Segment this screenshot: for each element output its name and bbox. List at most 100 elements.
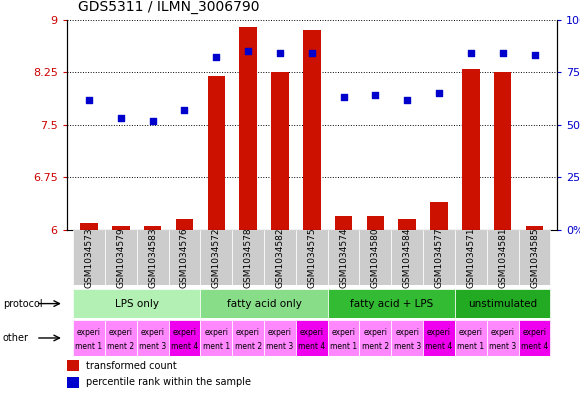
Text: GSM1034584: GSM1034584 xyxy=(403,227,412,288)
Bar xyxy=(232,320,264,356)
Point xyxy=(116,115,125,121)
Text: experi: experi xyxy=(204,328,229,337)
Text: experi: experi xyxy=(172,328,197,337)
Bar xyxy=(487,230,519,285)
Text: experi: experi xyxy=(491,328,514,337)
Point xyxy=(466,50,476,57)
Text: experi: experi xyxy=(364,328,387,337)
Point xyxy=(84,96,93,103)
Bar xyxy=(208,76,225,230)
Bar xyxy=(487,320,519,356)
Bar xyxy=(80,223,97,230)
Point xyxy=(212,54,221,61)
Bar xyxy=(360,230,392,285)
Bar xyxy=(398,219,416,230)
Bar xyxy=(73,289,200,318)
Text: experi: experi xyxy=(77,328,101,337)
Text: experi: experi xyxy=(109,328,133,337)
Bar xyxy=(392,320,423,356)
Text: fatty acid only: fatty acid only xyxy=(227,299,302,309)
Text: ment 3: ment 3 xyxy=(489,342,516,351)
Text: GSM1034577: GSM1034577 xyxy=(434,227,444,288)
Bar xyxy=(328,320,360,356)
Bar xyxy=(360,320,392,356)
Text: GSM1034582: GSM1034582 xyxy=(276,227,284,288)
Bar xyxy=(455,230,487,285)
Text: ment 2: ment 2 xyxy=(362,342,389,351)
Text: ment 1: ment 1 xyxy=(203,342,230,351)
Bar xyxy=(271,72,289,230)
Bar xyxy=(176,219,193,230)
Text: ment 2: ment 2 xyxy=(107,342,135,351)
Bar xyxy=(67,360,79,371)
Bar xyxy=(328,230,360,285)
Text: experi: experi xyxy=(236,328,260,337)
Bar xyxy=(105,320,137,356)
Bar xyxy=(392,230,423,285)
Bar xyxy=(455,289,550,318)
Bar xyxy=(335,216,352,230)
Text: ment 1: ment 1 xyxy=(330,342,357,351)
Bar xyxy=(296,230,328,285)
Text: GSM1034581: GSM1034581 xyxy=(498,227,507,288)
Text: GSM1034583: GSM1034583 xyxy=(148,227,157,288)
Bar xyxy=(328,289,455,318)
Bar xyxy=(264,320,296,356)
Text: unstimulated: unstimulated xyxy=(468,299,537,309)
Text: GSM1034575: GSM1034575 xyxy=(307,227,316,288)
Bar xyxy=(494,72,512,230)
Text: experi: experi xyxy=(395,328,419,337)
Text: GSM1034580: GSM1034580 xyxy=(371,227,380,288)
Text: LPS only: LPS only xyxy=(115,299,159,309)
Bar xyxy=(423,230,455,285)
Bar xyxy=(519,320,550,356)
Text: GSM1034573: GSM1034573 xyxy=(85,227,93,288)
Bar xyxy=(73,230,105,285)
Bar xyxy=(519,230,550,285)
Bar xyxy=(144,226,161,230)
Text: GSM1034585: GSM1034585 xyxy=(530,227,539,288)
Bar xyxy=(526,226,543,230)
Bar xyxy=(105,230,137,285)
Bar xyxy=(73,320,105,356)
Text: ment 3: ment 3 xyxy=(139,342,166,351)
Text: experi: experi xyxy=(300,328,324,337)
Bar xyxy=(303,30,321,230)
Text: protocol: protocol xyxy=(3,299,42,309)
Point xyxy=(371,92,380,99)
Point xyxy=(276,50,285,57)
Text: experi: experi xyxy=(332,328,356,337)
Bar xyxy=(67,377,79,387)
Bar xyxy=(423,320,455,356)
Bar xyxy=(367,216,384,230)
Text: GSM1034572: GSM1034572 xyxy=(212,227,221,288)
Point xyxy=(148,118,157,124)
Bar xyxy=(264,230,296,285)
Text: ment 4: ment 4 xyxy=(425,342,452,351)
Point xyxy=(339,94,348,101)
Text: percentile rank within the sample: percentile rank within the sample xyxy=(86,377,251,387)
Text: ment 2: ment 2 xyxy=(234,342,262,351)
Bar xyxy=(200,320,232,356)
Text: experi: experi xyxy=(268,328,292,337)
Text: transformed count: transformed count xyxy=(86,361,177,371)
Text: experi: experi xyxy=(427,328,451,337)
Bar xyxy=(296,320,328,356)
Point xyxy=(530,52,539,59)
Bar xyxy=(430,202,448,230)
Point xyxy=(244,48,253,54)
Text: ment 3: ment 3 xyxy=(266,342,293,351)
Bar xyxy=(455,320,487,356)
Text: ment 4: ment 4 xyxy=(298,342,325,351)
Text: experi: experi xyxy=(459,328,483,337)
Text: other: other xyxy=(3,333,29,343)
Text: GSM1034576: GSM1034576 xyxy=(180,227,189,288)
Point xyxy=(307,50,317,57)
Text: GSM1034578: GSM1034578 xyxy=(244,227,253,288)
Text: GSM1034574: GSM1034574 xyxy=(339,227,348,288)
Text: GSM1034579: GSM1034579 xyxy=(117,227,125,288)
Bar xyxy=(240,27,257,230)
Bar xyxy=(200,289,328,318)
Text: ment 1: ment 1 xyxy=(75,342,103,351)
Bar xyxy=(232,230,264,285)
